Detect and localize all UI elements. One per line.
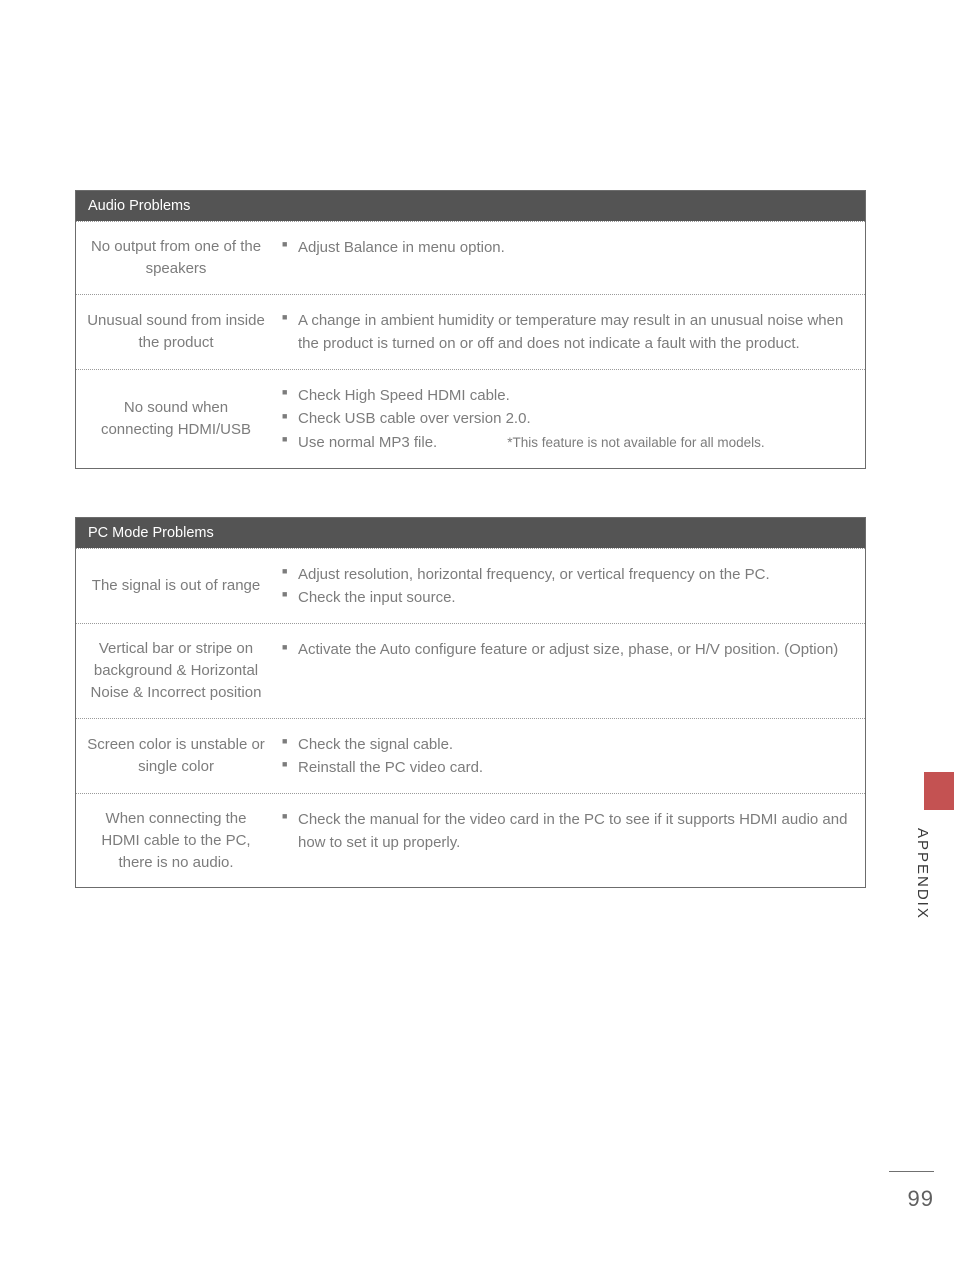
solution-cell: Check the manual for the video card in t… xyxy=(276,794,865,887)
problem-cell: The signal is out of range xyxy=(76,549,276,624)
table-row: No output from one of the speakers Adjus… xyxy=(76,221,865,294)
table-header: PC Mode Problems xyxy=(76,518,865,548)
table-row: No sound when connecting HDMI/USB Check … xyxy=(76,369,865,468)
solution-item: Check the manual for the video card in t… xyxy=(282,808,849,855)
solution-cell: Adjust Balance in menu option. xyxy=(276,222,865,294)
section-tab xyxy=(924,772,954,810)
solution-cell: Activate the Auto configure feature or a… xyxy=(276,624,865,717)
audio-problems-table: Audio Problems No output from one of the… xyxy=(75,190,866,469)
solution-item: Check High Speed HDMI cable. xyxy=(282,384,849,407)
problem-cell: No sound when connecting HDMI/USB xyxy=(76,370,276,468)
table-row: The signal is out of range Adjust resolu… xyxy=(76,548,865,624)
solution-item: Check the signal cable. xyxy=(282,733,849,756)
table-row: Screen color is unstable or single color… xyxy=(76,718,865,794)
problem-cell: Screen color is unstable or single color xyxy=(76,719,276,794)
page-number: 99 xyxy=(908,1186,934,1212)
solution-item: Reinstall the PC video card. xyxy=(282,756,849,779)
pc-mode-problems-table: PC Mode Problems The signal is out of ra… xyxy=(75,517,866,889)
table-header: Audio Problems xyxy=(76,191,865,221)
solution-item: Check USB cable over version 2.0. xyxy=(282,407,849,430)
problem-cell: When connecting the HDMI cable to the PC… xyxy=(76,794,276,887)
solution-item: Check the input source. xyxy=(282,586,849,609)
solution-cell: Check the signal cable. Reinstall the PC… xyxy=(276,719,865,794)
problem-cell: Vertical bar or stripe on background & H… xyxy=(76,624,276,717)
table-row: When connecting the HDMI cable to the PC… xyxy=(76,793,865,887)
solution-item: Activate the Auto configure feature or a… xyxy=(282,638,849,661)
solution-item: A change in ambient humidity or temperat… xyxy=(282,309,849,356)
solution-cell: Check High Speed HDMI cable. Check USB c… xyxy=(276,370,865,468)
solution-item: Adjust resolution, horizontal frequency,… xyxy=(282,563,849,586)
solution-item: Use normal MP3 file. xyxy=(282,431,437,454)
footnote-text: *This feature is not available for all m… xyxy=(507,433,764,454)
table-row: Vertical bar or stripe on background & H… xyxy=(76,623,865,717)
manual-page: Audio Problems No output from one of the… xyxy=(0,0,954,1272)
page-number-rule xyxy=(889,1171,934,1172)
problem-cell: No output from one of the speakers xyxy=(76,222,276,294)
problem-cell: Unusual sound from inside the product xyxy=(76,295,276,370)
section-label: APPENDIX xyxy=(914,828,931,920)
solution-cell: A change in ambient humidity or temperat… xyxy=(276,295,865,370)
table-row: Unusual sound from inside the product A … xyxy=(76,294,865,370)
solution-item: Adjust Balance in menu option. xyxy=(282,236,849,259)
solution-cell: Adjust resolution, horizontal frequency,… xyxy=(276,549,865,624)
